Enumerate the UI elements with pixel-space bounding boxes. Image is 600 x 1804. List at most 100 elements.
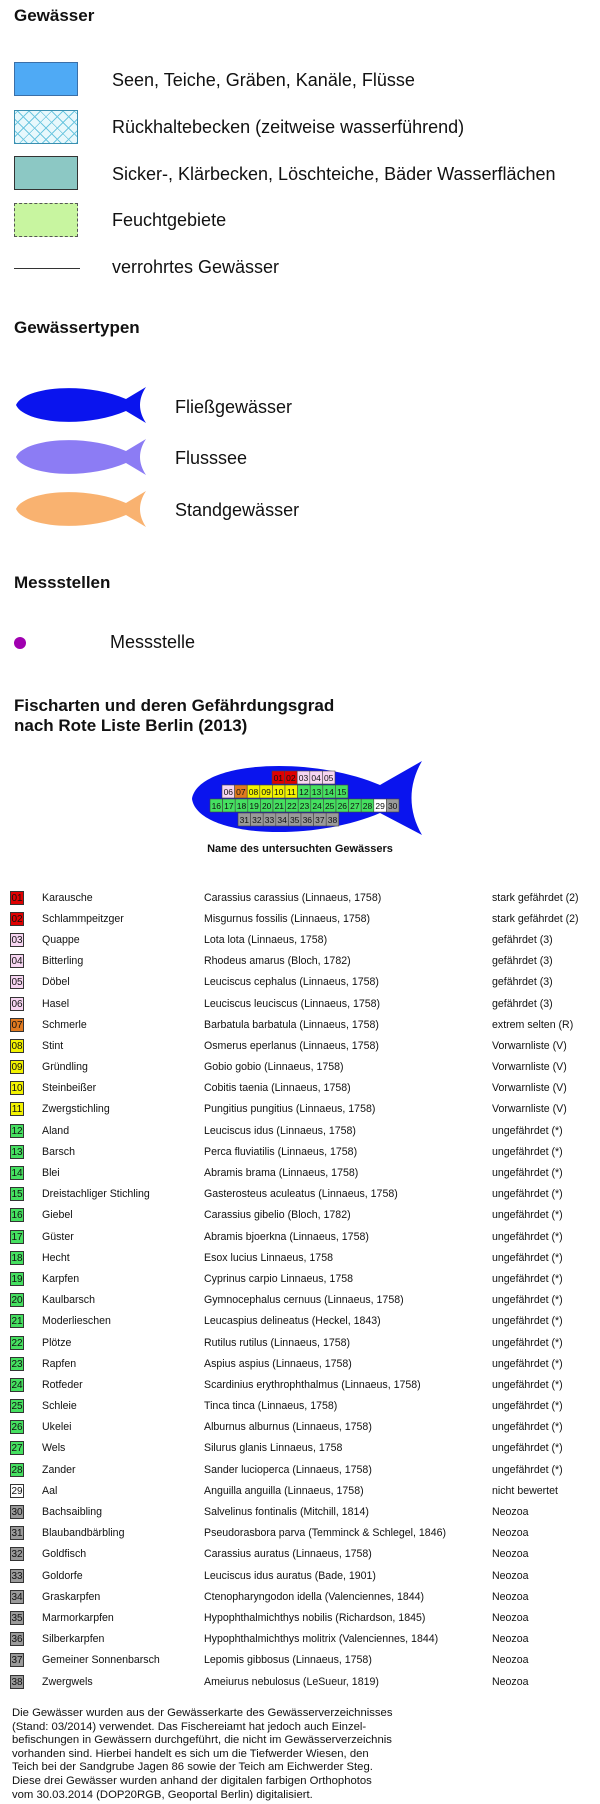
species-common-name: Blaubandbärbling: [42, 1527, 125, 1540]
species-latin-name: Lota lota (Linnaeus, 1758): [204, 933, 328, 946]
table-row: 20 Kaulbarsch Gymnocephalus cernuus (Linna…: [10, 1290, 579, 1311]
species-code-badge: 17: [10, 1229, 24, 1244]
schema-cell-label: 02: [286, 773, 296, 783]
species-code-badge: 01: [10, 890, 24, 905]
fish-icon-river: [16, 387, 146, 423]
species-latin-name: Carassius gibelio (Bloch, 1782): [204, 1209, 351, 1222]
table-row: 02 Schlammpeitzger Misgurnus fossilis (Lin…: [10, 908, 579, 929]
species-status: stark gefährdet (2): [492, 891, 579, 904]
schema-cell-label: 16: [212, 801, 222, 811]
species-heading-line2: nach Rote Liste Berlin (2013): [14, 716, 248, 735]
species-code-badge: 29: [10, 1483, 24, 1498]
species-code-badge: 15: [10, 1187, 24, 1202]
table-row: 09 Gründling Gobio gobio (Linnaeus, 1758) V…: [10, 1057, 579, 1078]
species-common-name: Rapfen: [42, 1357, 77, 1370]
species-status: ungefährdet (*): [492, 1336, 563, 1349]
schema-fish: 01 02 03 04 05 06 07 08 09 10 11 12 13 14 15 16 17 18 19 20…: [192, 761, 422, 835]
species-common-name: Moderlieschen: [42, 1315, 111, 1328]
species-code-badge: 04: [10, 954, 24, 969]
species-latin-name: Ameiurus nebulosus (LeSueur, 1819): [204, 1675, 379, 1688]
species-status: ungefährdet (*): [492, 1294, 563, 1307]
species-code-badge: 23: [10, 1356, 24, 1371]
schema-cell-label: 08: [249, 787, 259, 797]
footnote-line: befischungen in Gewässern durchgeführt, …: [12, 1734, 392, 1747]
schema-cell-label: 18: [237, 801, 247, 811]
species-common-name: Zwergwels: [42, 1675, 93, 1688]
species-common-name: Graskarpfen: [42, 1590, 101, 1603]
species-code-badge: 11: [10, 1102, 24, 1117]
species-heading: Fischarten und deren Gefährdungsgrad nac…: [14, 696, 334, 736]
species-latin-name: Leuciscus idus auratus (Bade, 1901): [204, 1569, 376, 1582]
schema-cell-label: 05: [324, 773, 334, 783]
table-row: 10 Steinbeißer Cobitis taenia (Linnaeus, 1…: [10, 1078, 579, 1099]
species-latin-name: Leucaspius delineatus (Heckel, 1843): [204, 1315, 381, 1328]
schema-cell-label: 28: [363, 801, 373, 811]
species-common-name: Giebel: [42, 1209, 73, 1222]
species-status: ungefährdet (*): [492, 1357, 563, 1370]
table-row: 07 Schmerle Barbatula barbatula (Linnaeus,…: [10, 1014, 579, 1035]
legend-label-wetland: Feuchtgebiete: [112, 210, 227, 230]
species-latin-name: Hypophthalmichthys molitrix (Valencienne…: [204, 1633, 439, 1646]
species-code-badge: 02: [10, 911, 24, 926]
species-latin-name: Abramis brama (Linnaeus, 1758): [204, 1167, 359, 1180]
legend-label-piped: verrohrtes Gewässer: [112, 257, 280, 277]
schema-cell-label: 12: [299, 787, 309, 797]
lake-swatch: [14, 62, 78, 96]
species-latin-name: Barbatula barbatula (Linnaeus, 1758): [204, 1018, 379, 1031]
schema-cell-label: 21: [275, 801, 285, 811]
schema-cell-label: 14: [324, 787, 334, 797]
schema-cell-label: 36: [303, 815, 313, 825]
species-latin-name: Scardinius erythrophthalmus (Linnaeus, 1…: [204, 1378, 421, 1391]
species-status: gefährdet (3): [492, 976, 553, 989]
type-label-standing: Standgewässer: [175, 500, 300, 520]
schema-cell-label: 15: [337, 787, 347, 797]
species-status: Neozoa: [492, 1569, 529, 1582]
species-common-name: Steinbeißer: [42, 1082, 97, 1095]
footnote-line: Teich bei der Sandgrube Jagen 86 sowie d…: [12, 1761, 373, 1774]
species-status: Neozoa: [492, 1548, 529, 1561]
station-dot-icon: [14, 637, 26, 649]
schema-cell-label: 22: [287, 801, 297, 811]
species-common-name: Dreistachliger Stichling: [42, 1188, 150, 1201]
species-status: Vorwarnliste (V): [492, 1082, 567, 1095]
species-status: ungefährdet (*): [492, 1209, 563, 1222]
schema-cell-label: 23: [300, 801, 310, 811]
species-latin-name: Carassius auratus (Linnaeus, 1758): [204, 1548, 372, 1561]
species-common-name: Goldfisch: [42, 1548, 87, 1561]
schema-cell-label: 07: [236, 787, 246, 797]
species-code-badge: 10: [10, 1081, 24, 1096]
species-code-badge: 21: [10, 1314, 24, 1329]
footnote-line: Die Gewässer wurden aus der Gewässerkart…: [12, 1707, 393, 1719]
species-common-name: Güster: [42, 1230, 74, 1243]
wetland-swatch: [14, 203, 78, 237]
species-status: Vorwarnliste (V): [492, 1103, 567, 1116]
schema-cell: [322, 770, 336, 785]
schema-cell-label: 38: [328, 815, 338, 825]
table-row: 21 Moderlieschen Leucaspius delineatus (He…: [10, 1311, 579, 1332]
species-common-name: Schleie: [42, 1400, 77, 1413]
species-status: ungefährdet (*): [492, 1251, 563, 1264]
waters-heading: Gewässer: [14, 6, 95, 25]
species-status: ungefährdet (*): [492, 1188, 563, 1201]
schema-cell-label: 37: [315, 815, 325, 825]
schema-cell-label: 04: [311, 773, 321, 783]
species-code-badge: 33: [10, 1568, 24, 1583]
species-status: ungefährdet (*): [492, 1421, 563, 1434]
species-latin-name: Leuciscus cephalus (Linnaeus, 1758): [204, 976, 379, 989]
footnote: Die Gewässer wurden aus der Gewässerkart…: [12, 1707, 592, 1802]
species-common-name: Zwergstichling: [42, 1103, 110, 1116]
table-row: 11 Zwergstichling Pungitius pungitius (Lin…: [10, 1099, 579, 1120]
species-common-name: Hecht: [42, 1251, 70, 1264]
species-code-badge: 37: [10, 1653, 24, 1668]
species-status: ungefährdet (*): [492, 1272, 563, 1285]
species-latin-name: Abramis bjoerkna (Linnaeus, 1758): [204, 1230, 369, 1243]
species-common-name: Karpfen: [42, 1272, 80, 1285]
footnote-line: vom 30.03.2014 (DOP20RGB, Geoportal Berl…: [12, 1788, 313, 1801]
schema-cell-label: 34: [277, 815, 287, 825]
species-latin-name: Leuciscus leuciscus (Linnaeus, 1758): [204, 997, 381, 1010]
species-code-badge: 13: [10, 1144, 24, 1159]
species-status: ungefährdet (*): [492, 1124, 563, 1137]
species-code-badge: 20: [10, 1293, 24, 1308]
table-row: 33 Goldorfe Leuciscus idus auratus (Bade, …: [10, 1565, 579, 1586]
schema-cell-label: 27: [350, 801, 360, 811]
